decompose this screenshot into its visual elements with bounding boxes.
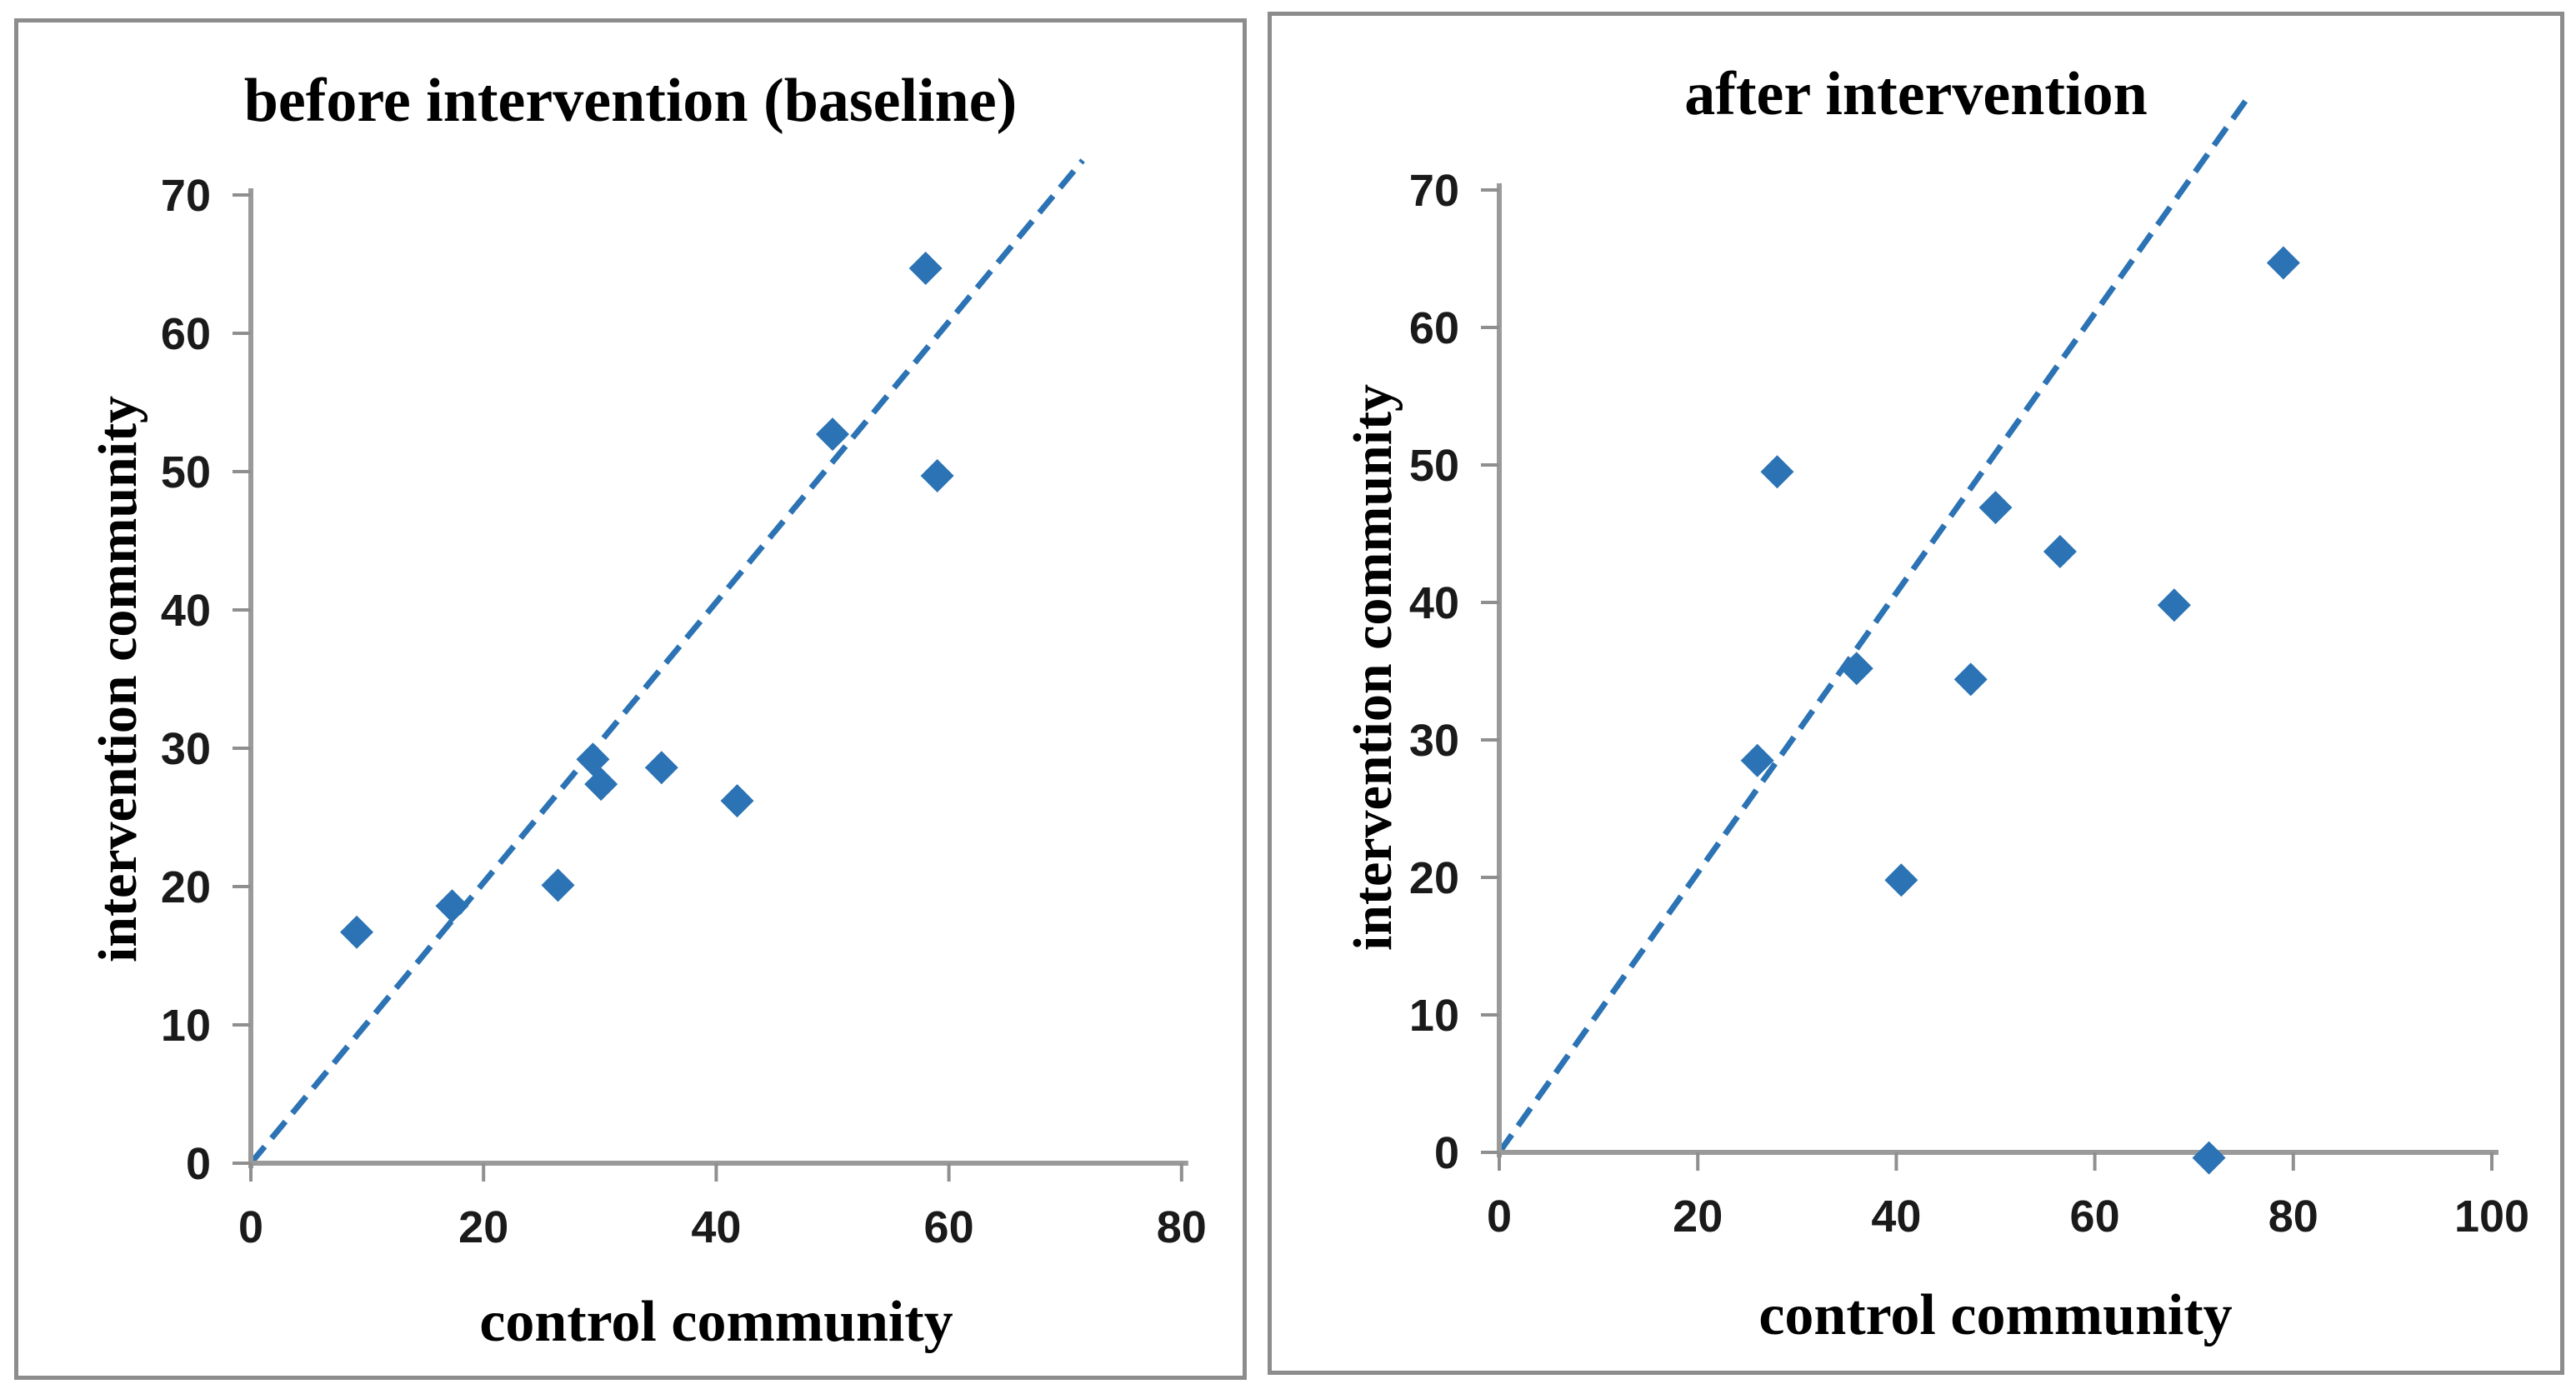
x-tick-label: 80 bbox=[1157, 1202, 1207, 1252]
y-axis-title-before: intervention community bbox=[88, 395, 148, 963]
chart-panel-before: 0 20 40 60 80 0 10 20 30 40 50 60 70 before interven… bbox=[14, 18, 1247, 1380]
data-point bbox=[2043, 534, 2077, 568]
data-point bbox=[908, 251, 943, 285]
y-tick-label: 20 bbox=[161, 862, 211, 912]
chart-title-after: after intervention bbox=[1684, 60, 2148, 128]
x-tick-label: 40 bbox=[691, 1202, 741, 1252]
data-point bbox=[1953, 662, 1988, 697]
y-tick-label: 70 bbox=[161, 171, 211, 221]
x-tick-label: 0 bbox=[238, 1202, 263, 1252]
scatter-plot-before: 0 20 40 60 80 0 10 20 30 40 50 60 70 bbox=[161, 158, 1207, 1252]
x-tick-label: 20 bbox=[458, 1202, 508, 1252]
identity-dashed-line bbox=[248, 158, 1085, 1166]
data-point bbox=[340, 915, 374, 949]
identity-dashed-line bbox=[1497, 94, 2252, 1155]
data-point bbox=[1978, 491, 2013, 525]
y-tick-label: 40 bbox=[1409, 578, 1459, 628]
x-tick-label: 40 bbox=[1871, 1192, 1921, 1242]
data-point bbox=[920, 458, 954, 492]
x-tick-label: 60 bbox=[924, 1202, 974, 1252]
data-point bbox=[720, 784, 754, 818]
y-tick-label: 60 bbox=[161, 309, 211, 359]
y-tick-label: 30 bbox=[1409, 716, 1459, 766]
data-point bbox=[1839, 652, 1873, 686]
chart-title-before: before intervention (baseline) bbox=[243, 67, 1018, 135]
data-point bbox=[1884, 863, 1918, 897]
scatter-plot-after: 0 20 40 60 80 100 0 10 20 30 40 50 60 70 bbox=[1409, 94, 2529, 1242]
data-point bbox=[576, 742, 610, 777]
data-point bbox=[1760, 455, 1794, 489]
data-point bbox=[1740, 743, 1774, 777]
y-tick-label: 40 bbox=[161, 586, 211, 636]
y-tick-label: 70 bbox=[1409, 166, 1459, 216]
y-tick-label: 60 bbox=[1409, 303, 1459, 353]
data-point bbox=[2157, 588, 2191, 622]
data-point bbox=[644, 751, 678, 785]
chart-panel-after: 0 20 40 60 80 100 0 10 20 30 40 50 60 70 after interv… bbox=[1268, 12, 2564, 1375]
y-tick-label: 50 bbox=[1409, 441, 1459, 491]
data-point bbox=[435, 889, 469, 923]
y-tick-label: 20 bbox=[1409, 853, 1459, 903]
data-point bbox=[816, 417, 849, 452]
y-tick-label: 50 bbox=[161, 447, 211, 497]
data-point bbox=[2266, 246, 2300, 280]
y-axis-title-after: intervention community bbox=[1343, 383, 1403, 952]
x-tick-label: 20 bbox=[1673, 1192, 1723, 1242]
x-tick-label: 80 bbox=[2268, 1192, 2318, 1242]
y-tick-label: 0 bbox=[1434, 1128, 1459, 1178]
data-point bbox=[2192, 1141, 2226, 1175]
x-tick-label: 60 bbox=[2070, 1192, 2120, 1242]
y-tick-label: 10 bbox=[1409, 991, 1459, 1041]
x-axis-title-before: control community bbox=[479, 1290, 953, 1354]
y-tick-label: 30 bbox=[161, 724, 211, 774]
y-tick-label: 0 bbox=[186, 1139, 211, 1189]
x-tick-label: 0 bbox=[1487, 1192, 1512, 1242]
data-point bbox=[584, 767, 618, 802]
x-tick-label: 100 bbox=[2454, 1192, 2529, 1242]
data-point bbox=[541, 868, 575, 902]
x-axis-title-after: control community bbox=[1758, 1283, 2233, 1347]
y-tick-label: 10 bbox=[161, 1001, 211, 1051]
